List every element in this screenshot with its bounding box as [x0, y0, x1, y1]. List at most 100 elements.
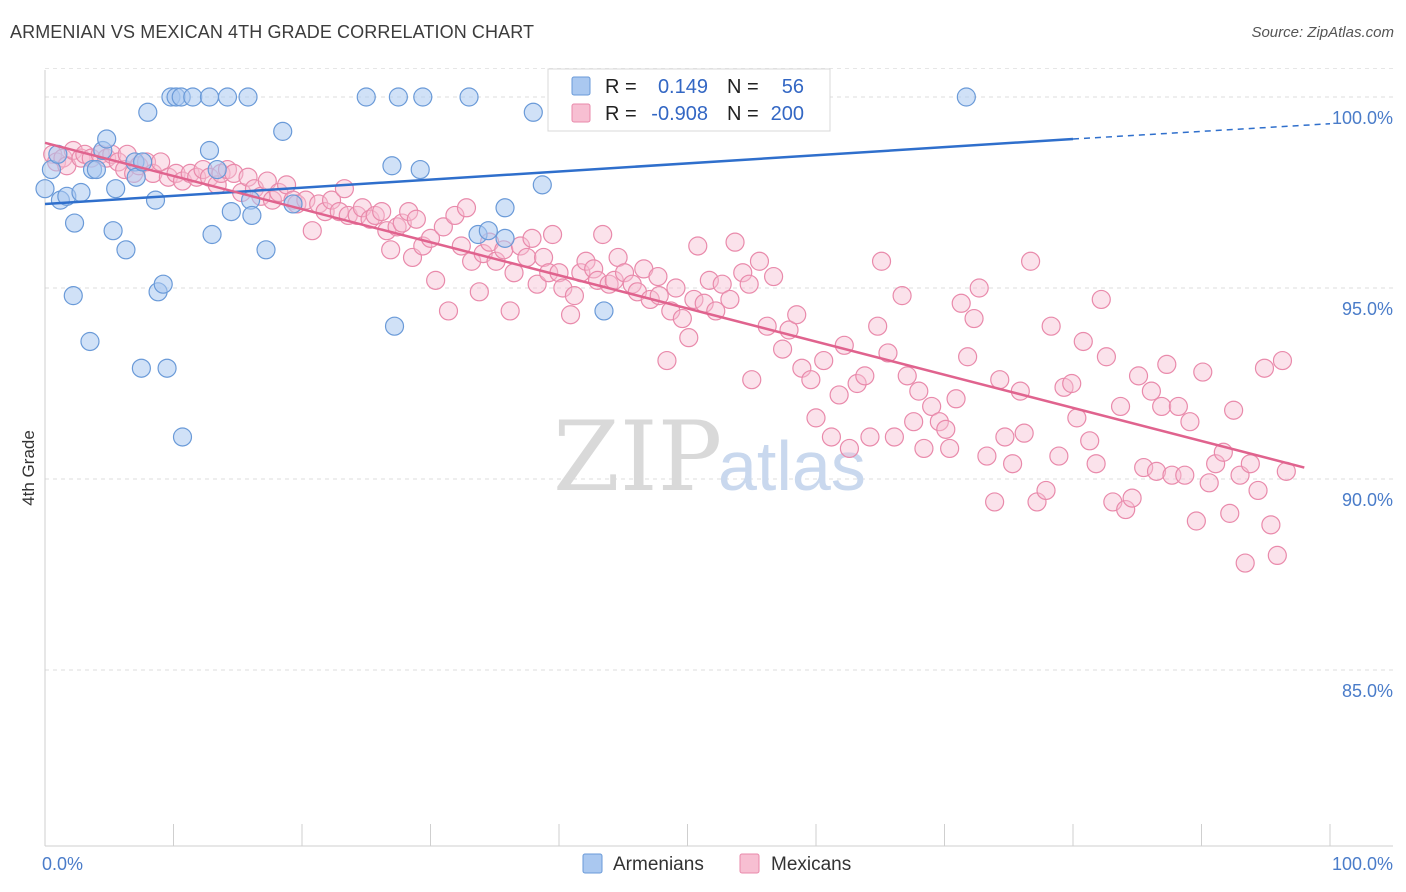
mexican-point-106: [679, 328, 699, 348]
mexican-point-79: [527, 274, 547, 294]
trend-lines-top: [44, 122, 1331, 469]
mexican-point-189: [1199, 473, 1219, 493]
mexican-point-199: [1261, 515, 1281, 535]
mexican-point-195: [1235, 553, 1255, 573]
mexican-point-155: [990, 370, 1010, 390]
correlation-legend: R = 0.149 N = 56 R = -0.908 N = 200: [547, 68, 831, 132]
mexican-point-54: [381, 240, 401, 260]
axes: [44, 70, 1393, 847]
armenian-point-33: [207, 159, 227, 180]
legend-r-armenians: 0.149: [658, 76, 708, 98]
mexican-point-138: [884, 427, 904, 447]
armenian-point-5: [64, 213, 85, 233]
legend-swatch-mexicans: [571, 103, 591, 123]
mexican-point-133: [855, 366, 875, 386]
mexican-point-174: [1110, 396, 1131, 417]
mexican-point-134: [860, 427, 880, 447]
armenian-point-51: [495, 228, 515, 248]
mexican-point-179: [1141, 381, 1161, 401]
armenian-point-52: [495, 198, 515, 218]
mexican-point-50: [360, 209, 380, 229]
mexican-point-146: [936, 419, 956, 439]
mexican-point-144: [922, 396, 942, 417]
mexican-point-46: [334, 179, 355, 199]
mexican-point-91: [593, 224, 613, 245]
mexican-point-170: [1086, 454, 1106, 474]
mexican-point-147: [940, 438, 960, 459]
armenian-trend-extension: [1072, 122, 1331, 140]
legend-n-armenians: 56: [782, 76, 804, 98]
mexican-point-127: [814, 350, 834, 371]
y-axis-label: 4th Grade: [19, 430, 38, 506]
mexican-point-158: [1010, 381, 1030, 401]
mexican-point-157: [1003, 454, 1023, 474]
mexican-point-100: [648, 266, 668, 287]
mexican-point-175: [1116, 499, 1136, 520]
mexican-point-52: [372, 202, 392, 222]
armenian-point-35: [221, 202, 241, 222]
armenian-point-34: [217, 87, 238, 107]
armenian-point-0: [35, 179, 55, 199]
mexican-point-178: [1134, 457, 1154, 478]
mexican-point-151: [964, 308, 984, 329]
mexican-point-148: [946, 389, 966, 409]
mexican-point-107: [684, 289, 704, 310]
mexican-point-62: [426, 270, 446, 290]
y-tick-label-90: 90.0%: [1342, 490, 1393, 510]
mexican-point-164: [1049, 446, 1069, 466]
armenian-point-48: [459, 87, 479, 107]
mexican-point-129: [829, 385, 849, 405]
mexican-point-176: [1122, 488, 1142, 508]
mexican-point-168: [1073, 331, 1093, 352]
armenian-point-24: [157, 358, 177, 378]
mexican-point-172: [1096, 347, 1117, 367]
mexican-point-163: [1041, 316, 1061, 336]
armenian-point-21: [145, 190, 166, 210]
armenian-point-42: [356, 87, 376, 107]
mexican-point-57: [399, 202, 419, 222]
mexican-point-201: [1272, 350, 1293, 371]
mexican-point-69: [469, 282, 489, 302]
mexican-point-145: [929, 412, 949, 432]
armenian-points: [35, 87, 976, 447]
mexican-point-102: [657, 350, 677, 371]
mexican-point-166: [1062, 373, 1082, 394]
mexican-point-149: [951, 293, 971, 313]
mexican-point-192: [1220, 503, 1240, 523]
mexican-point-104: [666, 278, 686, 298]
armenian-point-40: [273, 121, 293, 141]
armenian-point-6: [63, 286, 83, 306]
armenian-point-13: [103, 221, 123, 241]
armenian-point-50: [478, 221, 498, 241]
mexican-point-56: [392, 213, 412, 233]
mexican-point-113: [720, 289, 740, 310]
legend-r-label-armenians: R =: [605, 76, 637, 98]
mexican-point-112: [712, 274, 732, 294]
mexican-point-89: [584, 259, 604, 279]
armenian-point-36: [238, 87, 258, 107]
armenian-point-53: [523, 102, 543, 122]
armenian-point-47: [413, 87, 433, 107]
mexican-point-114: [725, 232, 745, 252]
mexican-point-132: [847, 373, 867, 394]
mexican-point-84: [553, 278, 573, 298]
armenian-trend-line: [44, 137, 1074, 206]
bottom-legend-swatch-mexicans: [739, 853, 760, 874]
mexican-point-142: [909, 381, 929, 401]
mexican-point-141: [904, 412, 924, 432]
mexican-point-105: [672, 308, 692, 329]
armenian-point-30: [199, 87, 220, 107]
mexican-point-186: [1180, 412, 1200, 432]
mexican-point-185: [1175, 465, 1195, 485]
watermark-atlas: atlas: [718, 427, 866, 505]
mexican-point-121: [772, 339, 793, 359]
mexican-point-188: [1193, 362, 1213, 382]
armenian-point-7: [71, 182, 91, 203]
mexican-point-115: [733, 263, 753, 283]
mexican-point-125: [801, 370, 821, 390]
mexican-point-153: [977, 446, 997, 466]
armenian-point-38: [242, 205, 262, 226]
chart-title: ARMENIAN VS MEXICAN 4TH GRADE CORRELATIO…: [10, 22, 535, 42]
mexican-point-162: [1036, 480, 1056, 501]
armenian-point-45: [388, 87, 408, 107]
